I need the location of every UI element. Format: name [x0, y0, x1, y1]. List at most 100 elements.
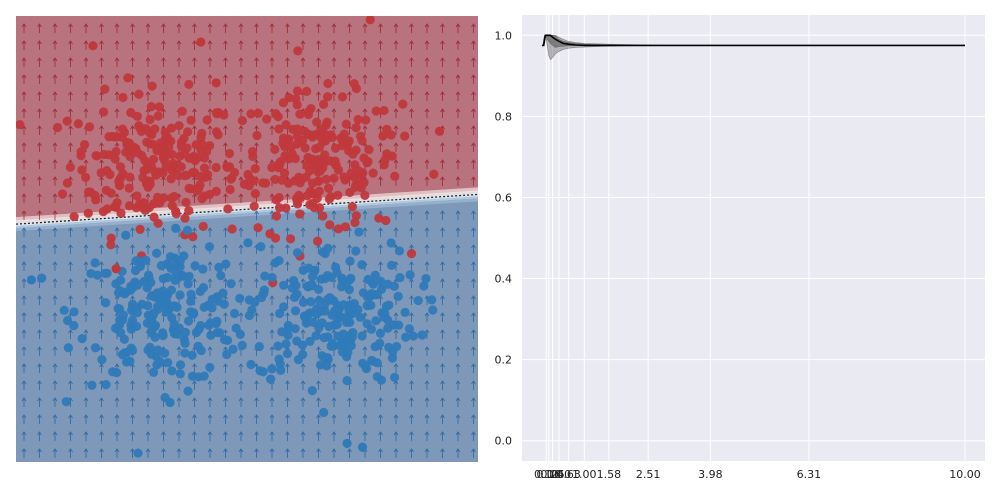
- vector-field-arrow: [52, 159, 58, 169]
- red-data-point: [325, 156, 335, 166]
- vector-field-arrow: [68, 329, 73, 339]
- vector-field-arrow: [269, 125, 275, 135]
- vector-field-arrow: [192, 380, 197, 390]
- blue-data-point: [362, 301, 372, 311]
- red-data-point: [181, 197, 191, 207]
- blue-data-point: [90, 343, 101, 353]
- vector-field-arrow: [21, 108, 27, 118]
- red-data-point: [168, 161, 179, 172]
- vector-field-arrow: [114, 380, 120, 390]
- red-data-point: [198, 221, 208, 232]
- vector-field-arrow: [37, 142, 42, 152]
- red-data-point: [171, 206, 181, 216]
- blue-data-point: [283, 323, 294, 333]
- red-data-point: [374, 213, 384, 223]
- vector-field-arrow: [114, 23, 120, 33]
- red-data-point: [295, 109, 305, 119]
- vector-field-arrow: [99, 142, 104, 152]
- vector-field-arrow: [114, 431, 120, 441]
- vector-field-arrow: [471, 261, 476, 271]
- vector-field-arrow: [300, 448, 306, 458]
- red-data-point: [313, 176, 323, 186]
- vector-field-arrow: [331, 380, 337, 390]
- red-data-point: [143, 160, 153, 170]
- vector-field-arrow: [223, 142, 228, 152]
- vector-field-arrow: [21, 40, 27, 50]
- vector-field-arrow: [192, 278, 197, 288]
- vector-field-arrow: [21, 295, 27, 305]
- blue-data-point: [214, 262, 224, 272]
- blue-data-point: [186, 296, 196, 306]
- blue-data-point: [215, 328, 225, 338]
- vector-field-arrow: [223, 244, 228, 254]
- vector-field-arrow: [269, 295, 275, 305]
- blue-data-point: [168, 301, 178, 311]
- red-data-point: [337, 134, 347, 144]
- red-data-point: [62, 116, 72, 126]
- red-data-point: [145, 114, 155, 125]
- blue-data-point: [351, 246, 361, 256]
- blue-data-point: [59, 305, 69, 315]
- vector-field-arrow: [285, 40, 290, 50]
- decision-boundary-plot: [16, 16, 478, 462]
- red-data-point: [337, 92, 348, 102]
- red-data-point: [179, 171, 190, 181]
- vector-field-arrow: [254, 40, 259, 50]
- blue-data-point: [298, 297, 308, 307]
- vector-field-arrow: [52, 74, 58, 84]
- red-data-point: [355, 131, 366, 141]
- vector-field-arrow: [409, 210, 414, 220]
- red-data-point: [224, 148, 235, 159]
- blue-data-point: [101, 380, 111, 390]
- blue-data-point: [132, 280, 143, 290]
- blue-data-point: [175, 369, 185, 379]
- vector-field-arrow: [52, 176, 58, 186]
- red-data-point: [321, 120, 331, 130]
- vector-field-arrow: [207, 227, 213, 237]
- red-data-point: [381, 215, 391, 226]
- blue-data-point: [243, 238, 253, 248]
- vector-field-arrow: [37, 363, 42, 373]
- vector-field-arrow: [238, 312, 244, 322]
- blue-data-point: [322, 361, 332, 371]
- vector-field-arrow: [130, 57, 135, 67]
- blue-data-point: [175, 360, 186, 370]
- blue-data-point: [389, 372, 400, 383]
- vector-field-arrow: [409, 57, 414, 67]
- red-data-point: [348, 149, 358, 159]
- blue-data-point: [205, 362, 215, 372]
- vector-field-arrow: [223, 74, 228, 84]
- blue-data-point: [404, 324, 415, 334]
- vector-field-arrow: [52, 142, 58, 152]
- blue-data-point: [212, 316, 222, 326]
- red-data-point: [153, 218, 163, 228]
- vector-field-arrow: [331, 57, 337, 67]
- red-data-point: [106, 233, 116, 243]
- vector-field-arrow: [207, 380, 213, 390]
- blue-data-point: [183, 279, 193, 289]
- vector-field-arrow: [161, 23, 166, 33]
- red-data-point: [124, 183, 134, 193]
- red-data-point: [273, 160, 284, 170]
- blue-data-point: [383, 279, 393, 289]
- blue-data-point: [160, 348, 170, 358]
- blue-data-point: [355, 312, 365, 322]
- vector-field-arrow: [254, 448, 259, 458]
- vector-field-arrow: [83, 74, 89, 84]
- vector-field-arrow: [161, 74, 166, 84]
- blue-data-point: [394, 246, 405, 256]
- vector-field-arrow: [331, 74, 337, 84]
- blue-data-point: [275, 308, 285, 319]
- vector-field-arrow: [130, 397, 135, 407]
- vector-field-arrow: [409, 227, 414, 237]
- red-data-point: [314, 203, 325, 213]
- red-data-point: [223, 204, 233, 214]
- vector-field-arrow: [52, 397, 58, 407]
- vector-field-arrow: [52, 210, 58, 220]
- x-tick-label: 0.10: [534, 468, 559, 481]
- vector-field-arrow: [347, 159, 352, 169]
- vector-field-arrow: [223, 91, 228, 101]
- vector-field-arrow: [68, 363, 73, 373]
- x-tick-label: 10.00: [949, 468, 981, 481]
- blue-data-point: [133, 448, 143, 458]
